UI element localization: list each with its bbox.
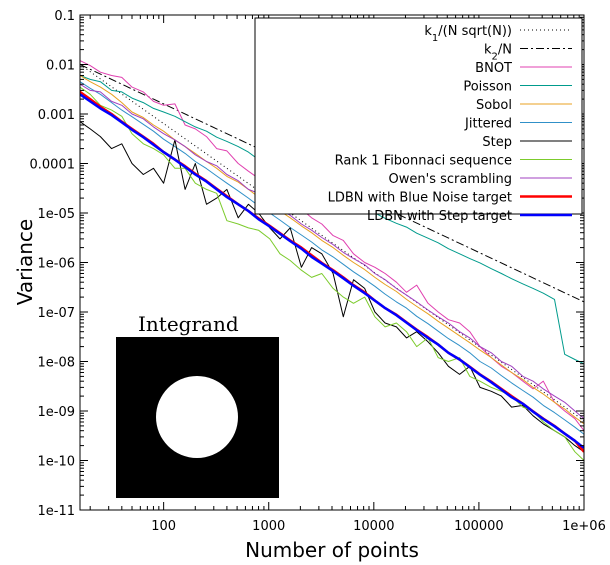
legend-label-ldbn-with-step-target: LDBN with Step target xyxy=(367,209,512,224)
y-tick-label: 0.001 xyxy=(38,108,75,123)
legend-label-step: Step xyxy=(482,135,512,150)
y-tick-label: 0.0001 xyxy=(30,158,76,173)
legend-label-owen-s-scrambling: Owen's scrambling xyxy=(389,172,512,187)
legend-label-rank-1-fibonnaci-sequence: Rank 1 Fibonnaci sequence xyxy=(335,154,512,169)
x-tick-label: 1e+06 xyxy=(562,519,606,534)
y-tick-label: 1e-07 xyxy=(37,306,75,321)
legend-label-k2-n: k2/N xyxy=(484,43,512,63)
y-tick-label: 1e-06 xyxy=(37,257,75,272)
legend-label-sobol: Sobol xyxy=(476,98,512,113)
series-line-jittered xyxy=(80,81,584,435)
legend-label-k1-n-sqrt-n: k1/(N sqrt(N)) xyxy=(424,24,512,44)
y-axis-title: Variance xyxy=(13,219,37,305)
y-tick-label: 1e-09 xyxy=(37,405,75,420)
legend-label-bnot: BNOT xyxy=(475,61,512,76)
legend-label-poisson: Poisson xyxy=(463,80,512,95)
integrand-inset: Integrand xyxy=(116,312,279,498)
x-tick-label: 100000 xyxy=(454,519,504,534)
series-line-bnot xyxy=(80,60,584,432)
series-line-ldbn-with-step-target xyxy=(80,93,584,449)
series-line-rank-1-fibonnaci-sequence xyxy=(80,86,584,461)
legend-label-ldbn-with-blue-noise-target: LDBN with Blue Noise target xyxy=(328,191,512,206)
x-tick-label: 100 xyxy=(151,519,176,534)
legend-box xyxy=(254,17,583,215)
y-tick-label: 1e-10 xyxy=(37,455,75,470)
legend-label-jittered: Jittered xyxy=(464,117,512,132)
x-tick-label: 10000 xyxy=(353,519,394,534)
y-tick-label: 1e-11 xyxy=(37,504,75,519)
y-tick-label: 0.1 xyxy=(54,9,75,24)
y-tick-label: 1e-08 xyxy=(37,356,75,371)
series-layer xyxy=(80,60,584,461)
x-tick-label: 1000 xyxy=(252,519,285,534)
x-axis-title: Number of points xyxy=(245,538,419,562)
y-tick-label: 1e-05 xyxy=(37,207,75,222)
series-line-owen-s-scrambling xyxy=(80,83,584,420)
y-tick-label: 0.01 xyxy=(46,59,75,74)
series-line-step xyxy=(80,121,584,453)
series-line-k1-n-sqrt-n xyxy=(80,64,584,422)
integrand-disk xyxy=(156,376,238,458)
series-line-sobol xyxy=(80,75,584,425)
inset-title: Integrand xyxy=(138,312,239,336)
